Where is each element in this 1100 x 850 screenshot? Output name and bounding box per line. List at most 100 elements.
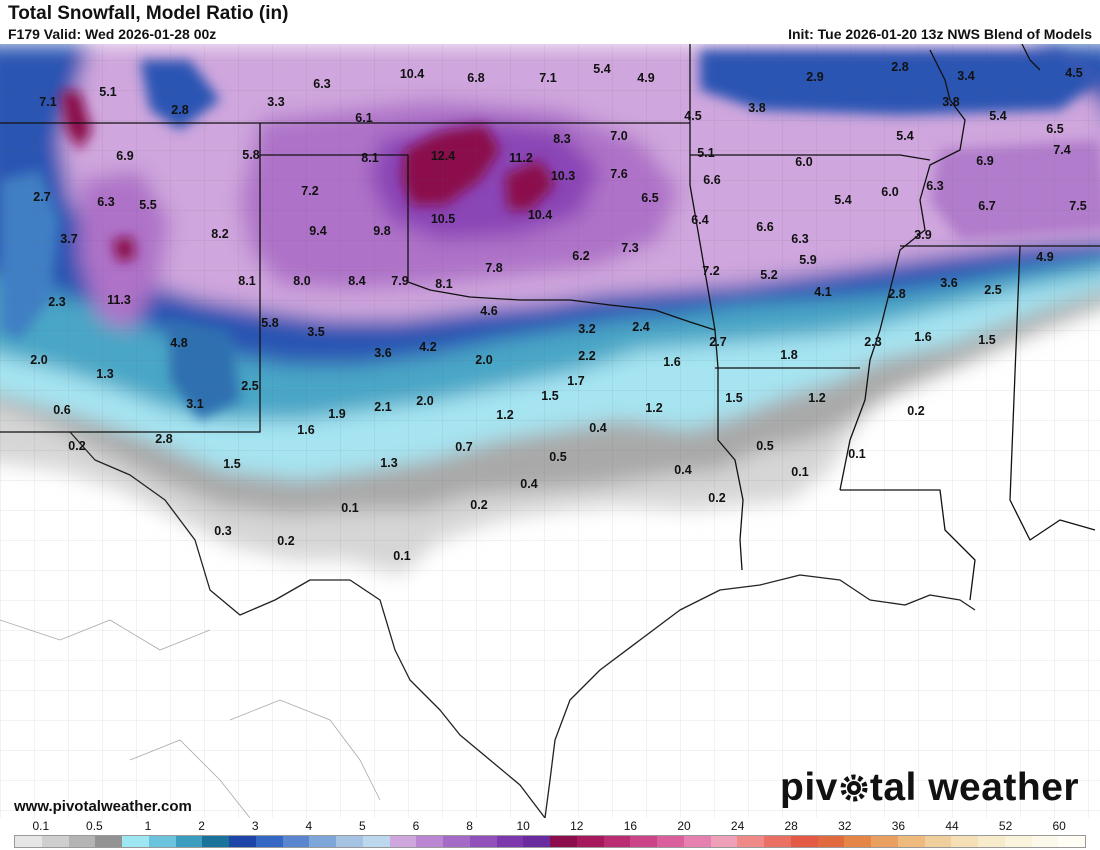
colorbar-swatch	[630, 836, 657, 847]
snowfall-value-label: 0.4	[674, 463, 691, 477]
colorbar-swatches	[14, 835, 1086, 848]
colorbar-swatch	[764, 836, 791, 847]
colorbar-tick-label: 5	[359, 819, 366, 833]
colorbar-tick-label: 2	[198, 819, 205, 833]
colorbar-tick-labels: 0.1 0.5 1 2 3 4 5 6 8 10 12 16 20 24 28 32 36 44 52 60	[0, 818, 1100, 834]
snowfall-value-label: 8.0	[293, 274, 310, 288]
snowfall-value-label: 6.3	[313, 77, 330, 91]
colorbar-tick-label: 28	[784, 819, 798, 833]
state-borders	[0, 44, 1100, 601]
snowfall-value-label: 5.9	[799, 253, 816, 267]
snowfall-value-label: 3.6	[940, 276, 957, 290]
colorbar-swatch	[496, 836, 524, 847]
snowfall-value-label: 1.3	[96, 367, 113, 381]
snowfall-value-label: 0.4	[520, 477, 537, 491]
snowfall-value-label: 6.4	[691, 213, 708, 227]
snowfall-value-label: 7.8	[485, 261, 502, 275]
colorbar-swatch	[844, 836, 871, 847]
colorbar-swatch	[362, 836, 390, 847]
snowfall-value-label: 3.8	[942, 95, 959, 109]
colorbar-swatch	[871, 836, 898, 847]
snowfall-value-label: 1.6	[914, 330, 931, 344]
snowfall-value-label: 4.9	[637, 71, 654, 85]
snowfall-value-label: 2.0	[30, 353, 47, 367]
snowfall-value-label: 0.5	[756, 439, 773, 453]
colorbar-tick-label: 8	[466, 819, 473, 833]
snowfall-value-label: 8.2	[211, 227, 228, 241]
snowfall-value-label: 10.4	[528, 208, 552, 222]
snowfall-value-label: 4.5	[684, 109, 701, 123]
snowfall-value-label: 7.2	[301, 184, 318, 198]
snowfall-value-label: 2.0	[416, 394, 433, 408]
snowfall-value-label: 0.2	[68, 439, 85, 453]
colorbar-swatch	[122, 836, 149, 847]
brand-logo: piv tal weather	[780, 766, 1079, 813]
colorbar-tick-label: 3	[251, 819, 259, 833]
colorbar-swatch	[1058, 836, 1085, 847]
colorbar-swatch	[978, 836, 1005, 847]
colorbar-swatch	[603, 836, 631, 847]
snowfall-value-label: 7.5	[1069, 199, 1086, 213]
snowfall-value-label: 4.9	[1036, 250, 1053, 264]
snowfall-value-label: 7.3	[621, 241, 638, 255]
colorbar-swatch	[282, 836, 310, 847]
init-time: Init: Tue 2026-01-20 13z NWS Blend of Mo…	[788, 26, 1092, 42]
colorbar-swatch	[309, 836, 336, 847]
snowfall-value-label: 2.3	[864, 335, 881, 349]
snowfall-value-label: 3.9	[914, 228, 931, 242]
snowfall-value-label: 1.5	[541, 389, 558, 403]
snowfall-value-label: 1.3	[380, 456, 397, 470]
colorbar-swatch	[817, 836, 845, 847]
snowfall-value-label: 9.8	[373, 224, 390, 238]
snowfall-value-label: 1.6	[663, 355, 680, 369]
brand-text-start: piv	[780, 766, 838, 809]
snowfall-value-label: 0.1	[848, 447, 865, 461]
snowfall-map[interactable]: 7.1 5.1 2.8 3.3 6.3 10.4 6.8 7.1 5.4 4.9 2.9 2.8 3.4…	[0, 44, 1100, 818]
snowfall-value-label: 6.9	[116, 149, 133, 163]
colorbar-tick-label: 6	[412, 819, 420, 833]
snowfall-value-label: 3.7	[60, 232, 77, 246]
snowfall-value-label: 6.2	[572, 249, 589, 263]
snowfall-value-label: 8.1	[361, 151, 378, 165]
snowfall-value-label: 3.4	[957, 69, 974, 83]
colorbar-tick-label: 24	[730, 819, 745, 833]
snowfall-value-label: 1.7	[567, 374, 584, 388]
snowfall-value-label: 0.2	[708, 491, 725, 505]
colorbar-swatch	[443, 836, 470, 847]
snowfall-value-label: 4.2	[419, 340, 436, 354]
snowfall-value-label: 6.3	[97, 195, 114, 209]
snowfall-value-label: 10.5	[431, 212, 455, 226]
website-url[interactable]: www.pivotalweather.com	[14, 798, 192, 815]
colorbar-tick-label: 20	[677, 819, 691, 833]
snowfall-value-label: 1.5	[725, 391, 742, 405]
snowfall-value-label: 6.9	[976, 154, 993, 168]
snowfall-value-label: 2.3	[48, 295, 65, 309]
snowfall-value-label: 6.6	[756, 220, 773, 234]
snowfall-value-label: 6.8	[467, 71, 484, 85]
colorbar-swatch	[148, 836, 176, 847]
colorbar-swatch	[15, 836, 42, 847]
gear-icon	[839, 769, 869, 813]
colorbar-tick-label: 52	[998, 819, 1013, 833]
snowfall-value-label: 7.0	[610, 129, 627, 143]
colorbar-tick-label: 0.5	[86, 819, 103, 833]
snowfall-value-label: 2.8	[155, 432, 172, 446]
snowfall-value-label: 6.6	[703, 173, 720, 187]
colorbar-swatch	[657, 836, 684, 847]
colorbar-swatch	[710, 836, 738, 847]
snowfall-value-label: 5.5	[139, 198, 156, 212]
snowfall-value-label: 0.2	[470, 498, 487, 512]
snowfall-value-label: 0.7	[455, 440, 472, 454]
snowfall-value-label: 5.4	[593, 62, 610, 76]
snowfall-value-label: 6.0	[881, 185, 898, 199]
colorbar-tick-label: 44	[945, 819, 959, 833]
snowfall-value-label: 2.7	[709, 335, 726, 349]
snowfall-value-label: 5.8	[242, 148, 259, 162]
snowfall-value-label: 7.1	[39, 95, 56, 109]
snowfall-value-label: 3.2	[578, 322, 595, 336]
snowfall-value-label: 7.9	[391, 274, 408, 288]
snowfall-value-label: 6.5	[1046, 122, 1063, 136]
snowfall-value-label: 0.2	[277, 534, 294, 548]
colorbar-tick-label: 60	[1052, 819, 1066, 833]
snowfall-value-label: 0.2	[907, 404, 924, 418]
